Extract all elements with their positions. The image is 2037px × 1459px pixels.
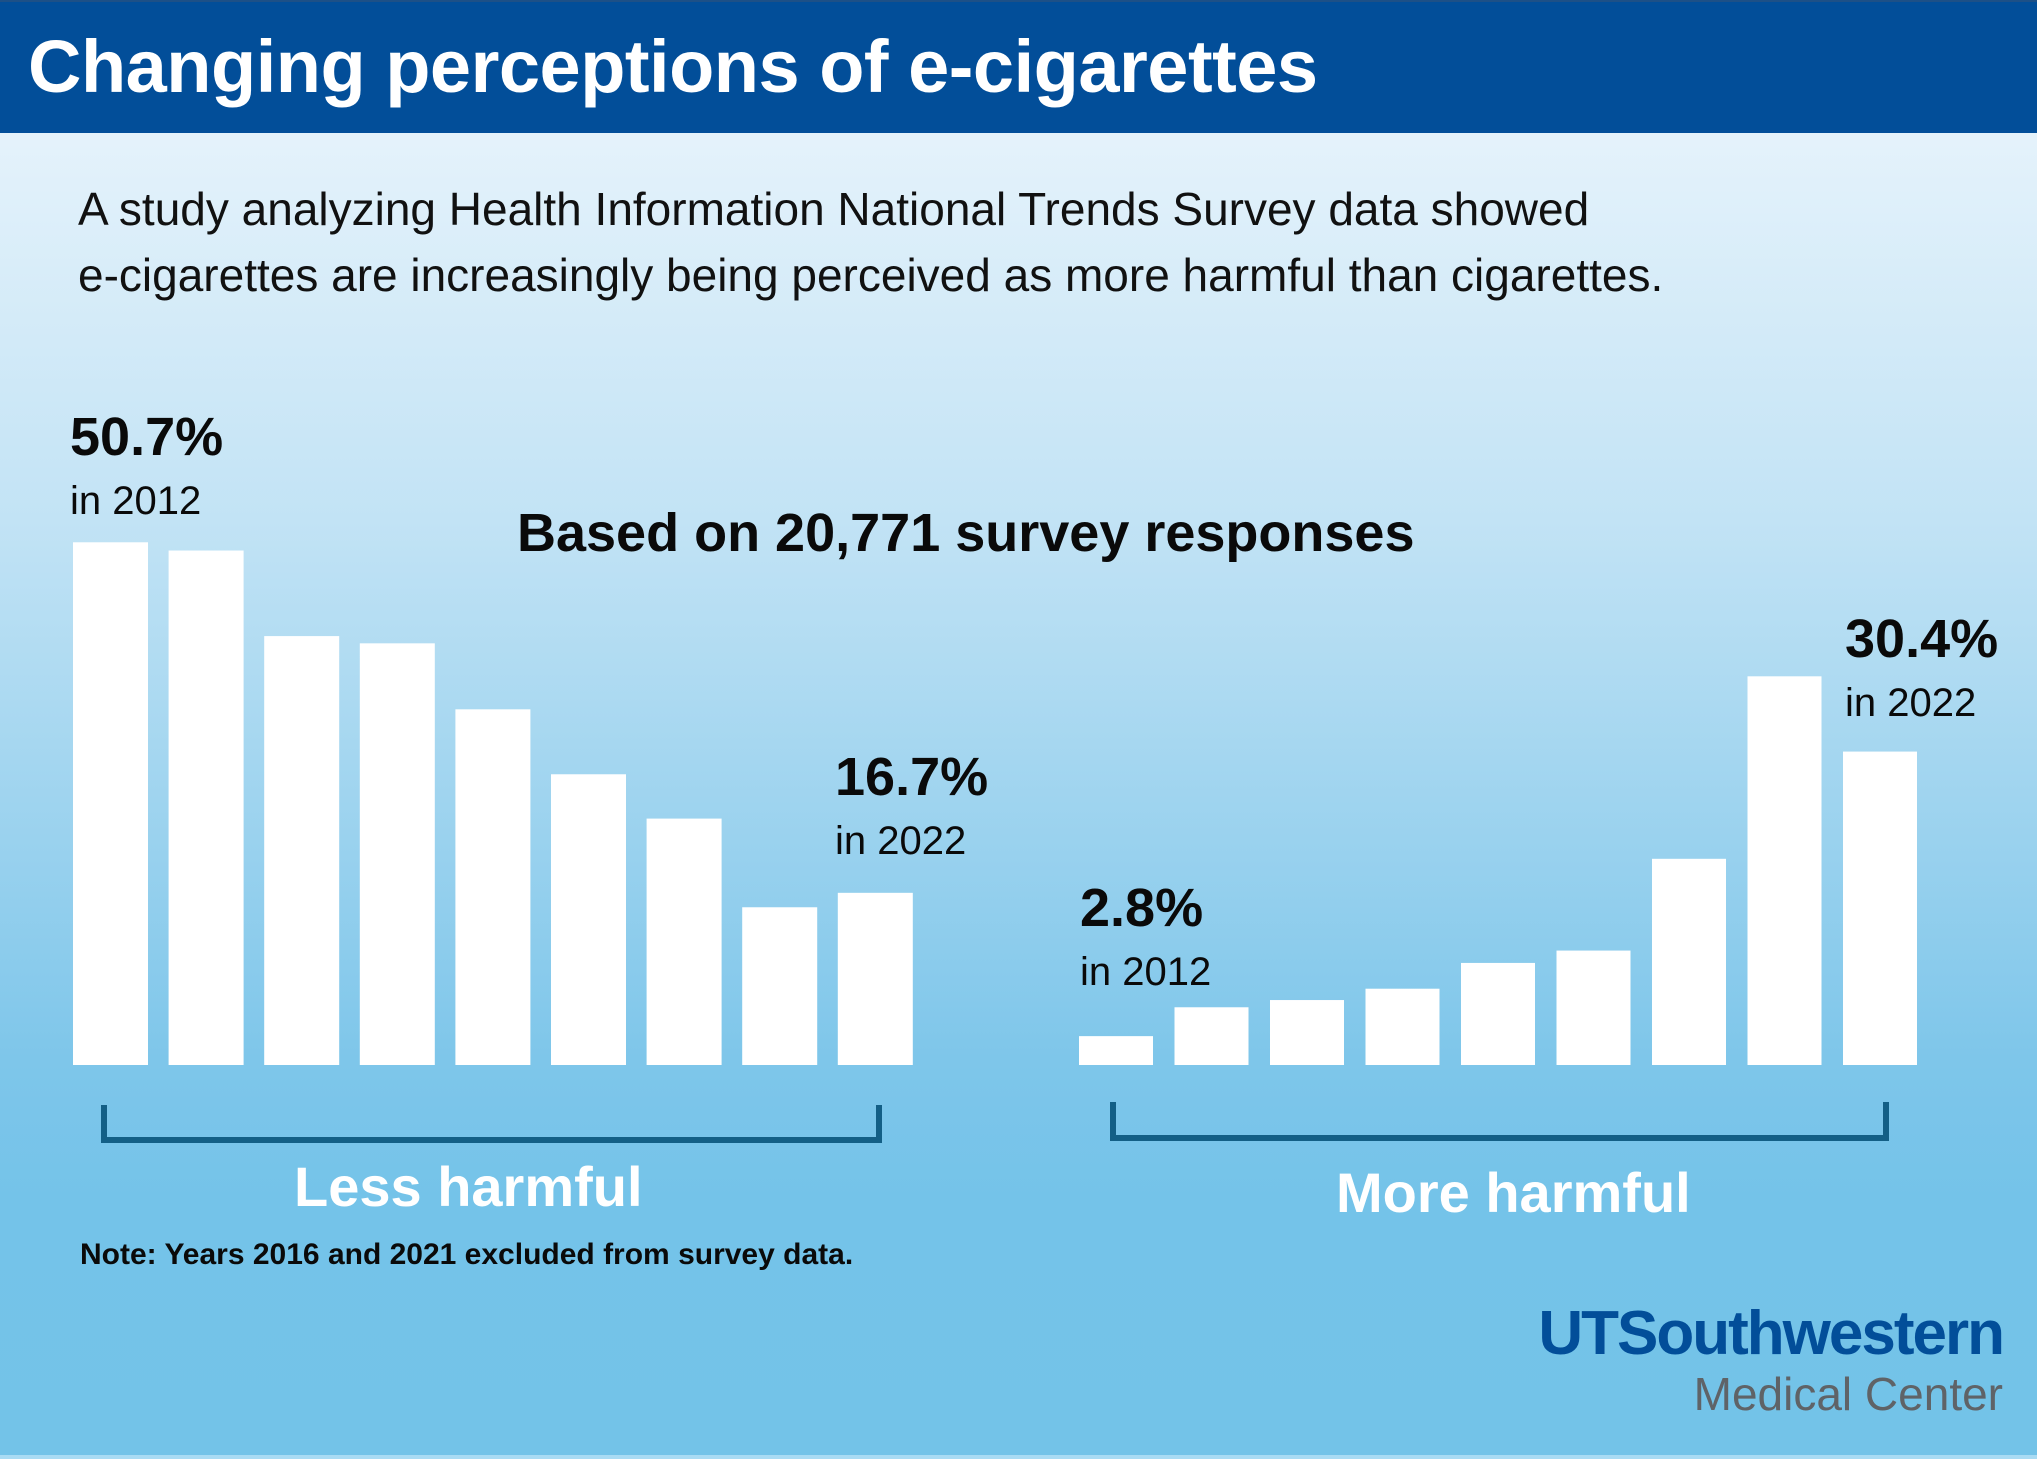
- bar-series-more-harmful: [1079, 676, 1917, 1065]
- bar-more-harmful-2019: [1652, 858, 1726, 1065]
- intro-line-1: A study analyzing Health Information Nat…: [78, 183, 1590, 235]
- annotation-value: 16.7%: [835, 747, 989, 807]
- annotation-year: in 2012: [1080, 950, 1212, 994]
- annotation-value: 2.8%: [1080, 878, 1204, 938]
- annotation-less-harmful-2012: 50.7% in 2012: [70, 406, 223, 526]
- bar-series-less-harmful: [73, 542, 913, 1065]
- bar-more-harmful-2014: [1270, 1000, 1344, 1065]
- logo-subtitle: Medical Center: [1693, 1368, 2003, 1420]
- group-label-less-harmful: Less harmful: [294, 1155, 643, 1218]
- annotation-less-harmful-2022: 16.7% in 2022: [835, 746, 988, 866]
- bar-more-harmful-2018: [1556, 950, 1631, 1065]
- annotation-year: in 2012: [70, 479, 202, 523]
- page-title: Changing perceptions of e-cigarettes: [28, 25, 1318, 108]
- bar-more-harmful-2022: [1843, 751, 1917, 1065]
- bar-less-harmful-2013: [168, 550, 244, 1065]
- bar-more-harmful-2015: [1365, 988, 1440, 1065]
- bracket-less-harmful: [101, 1105, 882, 1143]
- annotation-year: in 2022: [1845, 681, 1977, 725]
- bar-more-harmful-2012: [1079, 1036, 1153, 1065]
- sample-size-note: Based on 20,771 survey responses: [517, 503, 1415, 563]
- footnote: Note: Years 2016 and 2021 excluded from …: [80, 1238, 854, 1271]
- header-bar: Changing perceptions of e-cigarettes: [0, 0, 2037, 133]
- bar-less-harmful-2020: [742, 907, 818, 1065]
- annotation-value: 50.7%: [70, 407, 224, 467]
- bar-less-harmful-2018: [551, 774, 626, 1065]
- bar-more-harmful-2013: [1174, 1007, 1249, 1065]
- ut-southwestern-logo: UTSouthwestern Medical Center: [1538, 1299, 2005, 1422]
- bar-less-harmful-2022: [837, 892, 913, 1065]
- bar-less-harmful-2012: [73, 542, 148, 1065]
- bar-less-harmful-2014: [264, 636, 340, 1065]
- bottom-strip: [0, 1455, 2037, 1459]
- bar-less-harmful-2015: [359, 643, 435, 1065]
- bracket-more-harmful: [1110, 1102, 1889, 1141]
- annotation-year: in 2022: [835, 819, 967, 863]
- intro-line-2: e-cigarettes are increasingly being perc…: [78, 249, 1664, 301]
- bar-less-harmful-2017: [455, 709, 531, 1065]
- intro-text: A study analyzing Health Information Nat…: [78, 176, 1978, 308]
- bar-more-harmful-2020: [1747, 676, 1822, 1065]
- annotation-more-harmful-2022: 30.4% in 2022: [1845, 608, 1998, 728]
- group-label-more-harmful: More harmful: [1336, 1161, 1691, 1224]
- annotation-value: 30.4%: [1845, 609, 1999, 669]
- annotation-more-harmful-2012: 2.8% in 2012: [1080, 877, 1211, 997]
- bar-more-harmful-2017: [1461, 962, 1535, 1065]
- bar-less-harmful-2019: [646, 818, 722, 1065]
- logo-wordmark: UTSouthwestern: [1538, 1299, 2005, 1368]
